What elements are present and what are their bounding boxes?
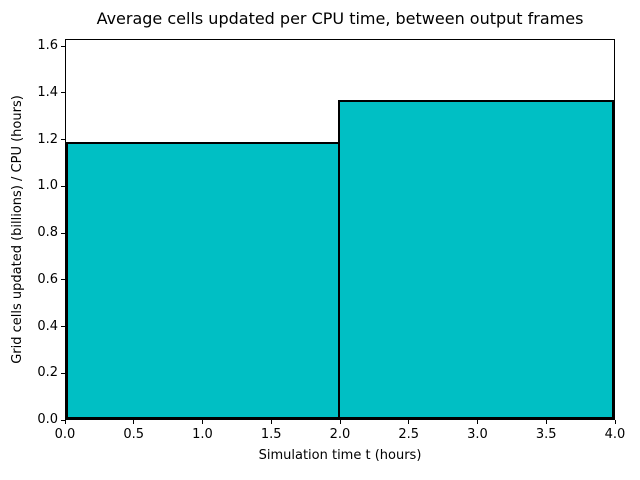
x-tick-label: 3.5: [535, 427, 557, 442]
y-tick-mark: [61, 45, 65, 47]
y-tick-label: 0.0: [37, 412, 58, 427]
y-tick-mark: [61, 419, 65, 421]
histogram-bar: [66, 142, 340, 419]
y-tick-mark: [61, 139, 65, 140]
bars-layer: [66, 40, 614, 419]
x-tick-label: 1.5: [260, 427, 282, 442]
y-tick-label: 1.0: [37, 178, 58, 194]
y-tick-label: 1.4: [37, 84, 58, 100]
x-tick-label: 4.0: [604, 427, 626, 442]
y-tick-label: 0.8: [37, 225, 58, 240]
x-tick-label: 0.0: [54, 427, 76, 442]
x-tick-label: 3.0: [467, 427, 488, 442]
y-tick-label: 0.4: [37, 318, 58, 334]
y-tick-mark: [61, 232, 65, 234]
x-axis-label: Simulation time t (hours): [258, 448, 422, 463]
y-tick-mark: [61, 185, 65, 187]
y-tick-mark: [61, 326, 65, 327]
x-tick-mark: [133, 420, 135, 424]
x-tick-mark: [477, 420, 478, 424]
y-tick-mark: [61, 92, 65, 94]
x-tick-mark: [339, 420, 341, 424]
x-tick-mark: [408, 420, 410, 424]
chart-title: Average cells updated per CPU time, betw…: [96, 9, 584, 28]
x-tick-mark: [202, 420, 203, 424]
plot-area: [65, 39, 615, 420]
x-tick-mark: [545, 420, 547, 424]
x-tick-mark: [270, 420, 272, 424]
y-tick-label: 0.2: [37, 365, 58, 381]
x-tick-label: 2.0: [329, 427, 351, 442]
y-tick-mark: [61, 372, 65, 374]
x-tick-label: 0.5: [123, 427, 145, 442]
y-tick-mark: [61, 279, 65, 281]
x-tick-mark: [614, 420, 616, 424]
y-tick-label: 0.6: [37, 271, 58, 287]
histogram-bar: [338, 100, 614, 419]
x-tick-label: 2.5: [398, 427, 420, 442]
y-tick-label: 1.2: [37, 131, 58, 147]
x-tick-mark: [64, 420, 66, 424]
y-tick-label: 1.6: [37, 38, 58, 53]
x-tick-label: 1.0: [192, 427, 213, 442]
